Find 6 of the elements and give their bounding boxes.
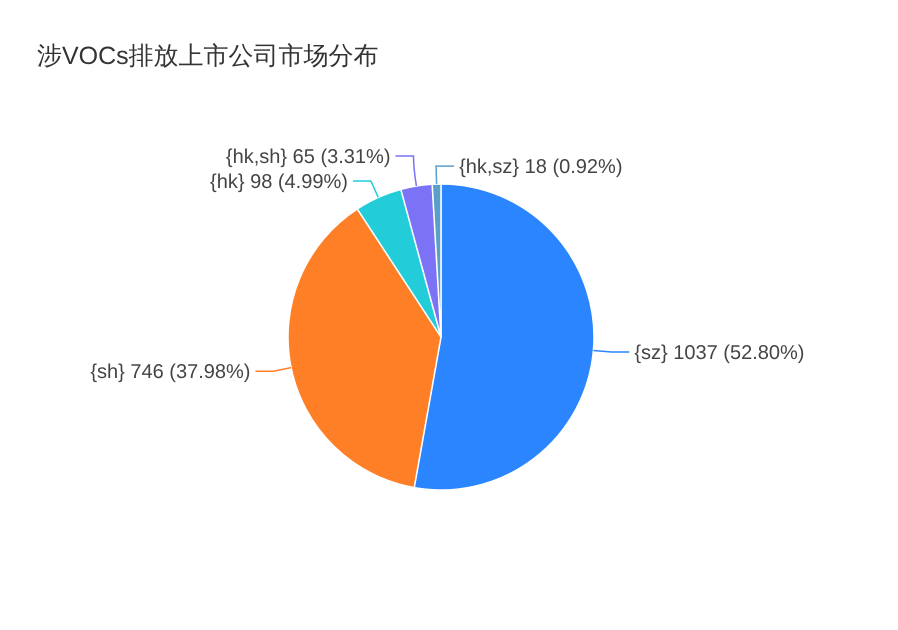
slice-label: {hk} 98 (4.99%) [210,171,348,194]
slice-label: {sh} 746 (37.98%) [90,361,250,384]
slice-label: {hk,sh} 65 (3.31%) [226,146,390,168]
slice-label: {sz} 1037 (52.80%) [634,342,804,364]
chart-title: 涉VOCs排放上市公司市场分布 [37,42,379,70]
slice-label: {hk,sz} 18 (0.92%) [459,156,623,178]
